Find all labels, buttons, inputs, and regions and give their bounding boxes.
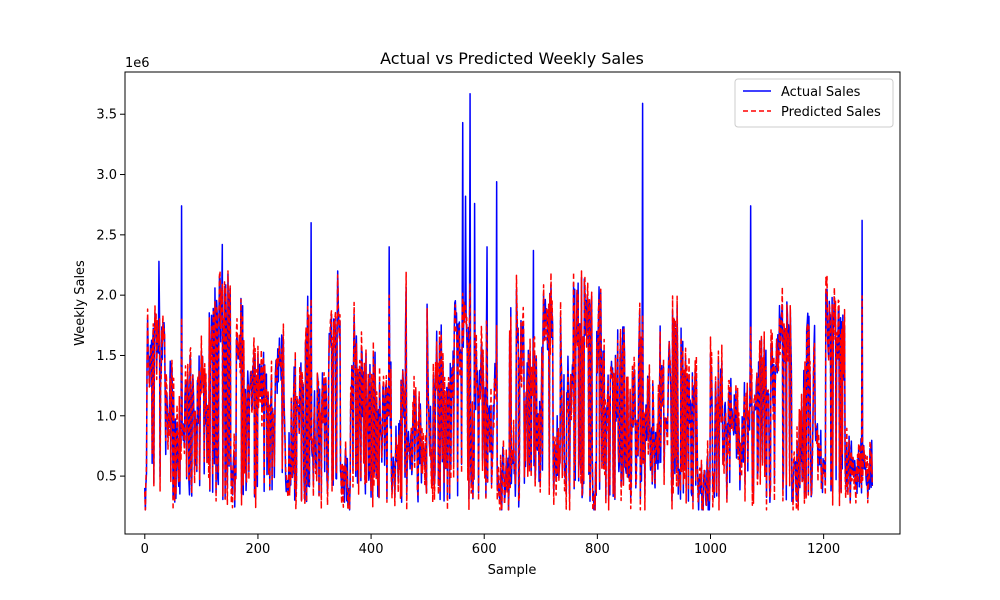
x-tick-label: 0	[141, 542, 149, 557]
y-axis-label: Weekly Sales	[73, 260, 88, 346]
x-tick-label: 1000	[694, 542, 727, 557]
legend: Actual Sales Predicted Sales	[734, 78, 894, 128]
plot-area-frame	[124, 71, 901, 535]
x-tick-label: 400	[359, 542, 384, 557]
x-axis: 0 200 400 600 800 1000 1200	[141, 534, 840, 557]
x-tick-label: 200	[246, 542, 271, 557]
y-tick-label: 2.0	[96, 289, 117, 304]
y-tick-label: 3.5	[96, 108, 117, 123]
legend-predicted-label: Predicted Sales	[781, 105, 881, 120]
y-tick-label: 3.0	[96, 168, 117, 183]
legend-actual-label: Actual Sales	[781, 85, 861, 100]
y-axis-offset-label: 1e6	[125, 56, 150, 71]
x-tick-label: 800	[585, 542, 610, 557]
series-layer	[144, 92, 874, 511]
y-tick-label: 0.5	[96, 470, 117, 485]
x-axis-label: Sample	[488, 563, 537, 578]
y-tick-label: 1.0	[96, 409, 117, 424]
x-tick-label: 1200	[807, 542, 840, 557]
chart-title: Actual vs Predicted Weekly Sales	[380, 49, 644, 68]
y-tick-label: 2.5	[96, 228, 117, 243]
series-predicted-sales-line	[144, 270, 874, 511]
legend-box	[734, 78, 894, 128]
x-tick-label: 600	[472, 542, 497, 557]
y-tick-label: 1.5	[96, 349, 117, 364]
y-axis: 0.5 1.0 1.5 2.0 2.5 3.0 3.5	[96, 108, 125, 485]
